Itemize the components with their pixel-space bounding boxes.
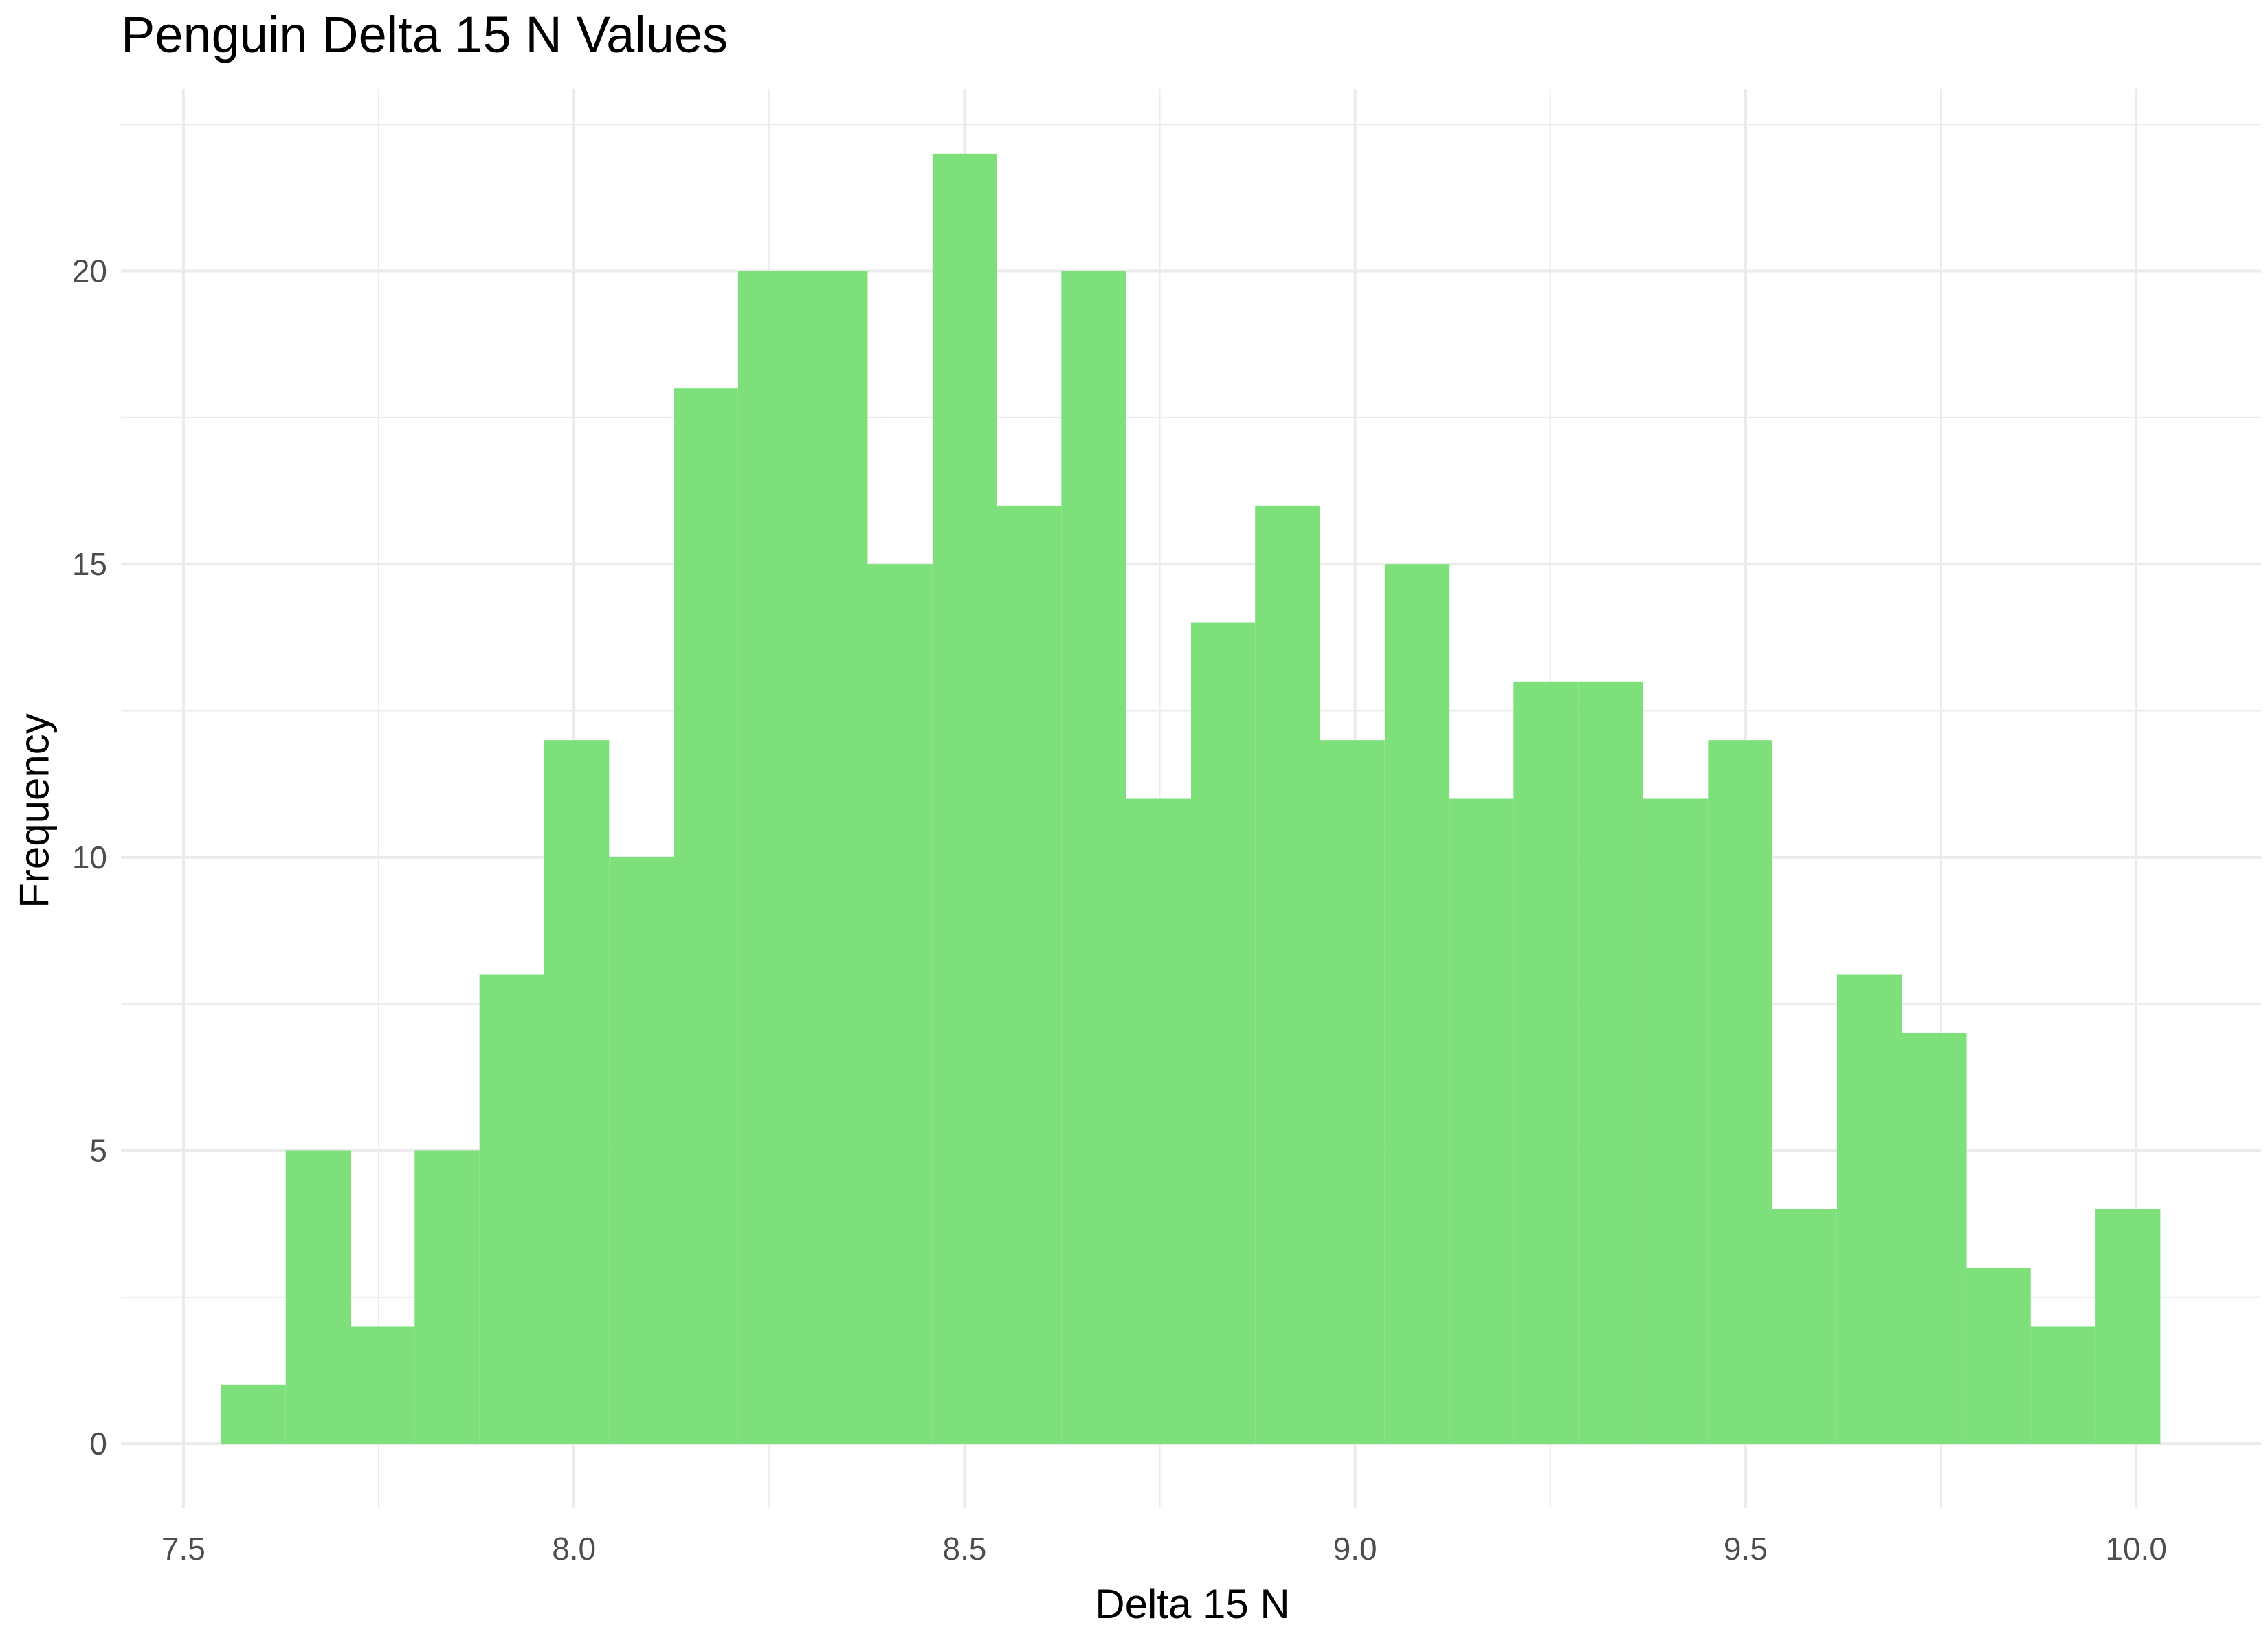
histogram-bar	[933, 154, 997, 1444]
y-tick-label: 20	[72, 254, 107, 289]
histogram-bar	[414, 1150, 479, 1444]
histogram-bar	[867, 564, 932, 1444]
histogram-bar	[1255, 506, 1320, 1444]
histogram-bar	[1772, 1209, 1837, 1444]
x-axis-label: Delta 15 N	[0, 1580, 2268, 1628]
x-tick-label: 10.0	[2105, 1531, 2167, 1567]
histogram-bar	[544, 740, 609, 1444]
histogram-bar	[738, 271, 803, 1444]
x-tick-label: 7.5	[162, 1531, 205, 1567]
histogram-bar	[2031, 1326, 2095, 1444]
histogram-bar	[1513, 682, 1578, 1444]
histogram-bar	[1449, 799, 1513, 1444]
histogram-bar	[1126, 799, 1191, 1444]
y-tick-label: 5	[89, 1132, 107, 1168]
histogram-bar	[1902, 1033, 1966, 1444]
histogram-bar	[1191, 623, 1255, 1444]
histogram-bar	[803, 271, 867, 1444]
y-tick-label: 0	[89, 1426, 107, 1461]
y-tick-label: 15	[72, 546, 107, 582]
histogram-bar	[1061, 271, 1126, 1444]
y-axis-ticks: 0 5 10 15 20	[72, 254, 107, 1462]
x-tick-label: 8.5	[942, 1531, 986, 1567]
x-tick-label: 8.0	[552, 1531, 596, 1567]
histogram-bar	[286, 1150, 351, 1444]
histogram-bar	[609, 857, 674, 1444]
histogram-bar	[674, 388, 738, 1444]
histogram-bar	[221, 1385, 285, 1444]
histogram-bar	[1708, 740, 1772, 1444]
y-tick-label: 10	[72, 840, 107, 875]
histogram-bar	[2095, 1209, 2160, 1444]
histogram-bar	[1837, 974, 1902, 1444]
histogram-bar	[1643, 799, 1708, 1444]
histogram-bar	[1579, 682, 1643, 1444]
x-axis-ticks: 7.5 8.0 8.5 9.0 9.5 10.0	[162, 1531, 2167, 1567]
x-tick-label: 9.5	[1724, 1531, 1768, 1567]
histogram-bar	[351, 1326, 414, 1444]
histogram-bar	[997, 506, 1061, 1444]
histogram-bars	[221, 154, 2160, 1444]
histogram-bar	[1385, 564, 1449, 1444]
x-tick-label: 9.0	[1333, 1531, 1377, 1567]
histogram-bar	[480, 974, 544, 1444]
y-axis-label: Frequency	[11, 713, 58, 908]
histogram-bar	[1320, 740, 1385, 1444]
histogram-bar	[1967, 1268, 2031, 1444]
